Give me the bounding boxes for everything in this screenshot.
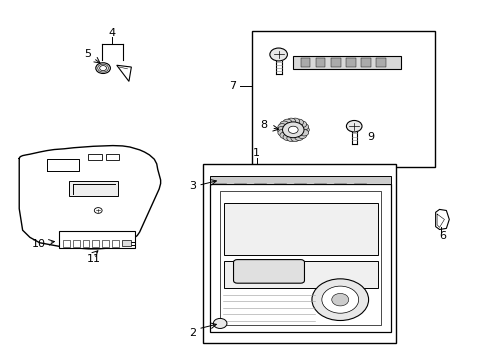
Bar (224, 203, 377, 255)
Bar (330, 58, 340, 67)
Bar (59, 231, 135, 248)
Circle shape (294, 119, 303, 126)
Bar (210, 184, 390, 332)
Text: 5: 5 (84, 49, 91, 59)
Bar (360, 58, 370, 67)
Circle shape (283, 119, 291, 126)
Bar (63, 240, 70, 247)
Circle shape (290, 118, 299, 125)
Bar (224, 261, 377, 288)
Circle shape (294, 134, 303, 140)
Circle shape (299, 130, 308, 136)
Circle shape (96, 63, 110, 73)
Bar (300, 58, 310, 67)
Text: 11: 11 (87, 254, 101, 264)
Bar (210, 176, 390, 184)
Bar (105, 154, 119, 160)
Polygon shape (117, 65, 131, 81)
Bar (92, 240, 99, 247)
Circle shape (213, 319, 226, 328)
Bar (82, 240, 89, 247)
Circle shape (297, 132, 306, 139)
Circle shape (311, 279, 368, 320)
Circle shape (282, 122, 304, 138)
Text: 8: 8 (260, 121, 267, 130)
Circle shape (277, 127, 285, 133)
Circle shape (100, 66, 106, 71)
Circle shape (321, 286, 358, 313)
Bar (69, 181, 118, 196)
Circle shape (283, 134, 291, 140)
Circle shape (279, 132, 288, 139)
Text: 7: 7 (228, 81, 235, 91)
Text: 4: 4 (108, 28, 116, 38)
Text: 10: 10 (32, 239, 46, 249)
Circle shape (277, 130, 286, 136)
Bar (345, 58, 355, 67)
Circle shape (286, 135, 295, 141)
Circle shape (346, 121, 361, 132)
Bar (315, 58, 325, 67)
Text: 9: 9 (367, 132, 374, 142)
Circle shape (331, 293, 348, 306)
Bar (293, 56, 400, 69)
Circle shape (94, 208, 102, 213)
Circle shape (290, 135, 299, 141)
Polygon shape (435, 210, 448, 229)
Bar (112, 240, 119, 247)
Bar (203, 164, 395, 343)
Bar (220, 191, 380, 325)
Circle shape (286, 118, 295, 125)
Text: 2: 2 (188, 328, 196, 338)
Text: 6: 6 (439, 231, 446, 240)
Circle shape (277, 123, 286, 130)
Circle shape (279, 121, 288, 127)
Text: 1: 1 (253, 148, 260, 158)
Bar (102, 240, 109, 247)
Bar (375, 58, 385, 67)
Circle shape (269, 48, 287, 61)
Circle shape (299, 123, 308, 130)
Circle shape (288, 126, 298, 134)
Circle shape (300, 127, 309, 133)
Bar (73, 240, 80, 247)
Text: 3: 3 (188, 181, 195, 191)
Bar (88, 154, 102, 160)
FancyBboxPatch shape (233, 260, 304, 283)
Bar (251, 31, 434, 167)
Bar (122, 239, 131, 246)
Circle shape (297, 121, 306, 127)
